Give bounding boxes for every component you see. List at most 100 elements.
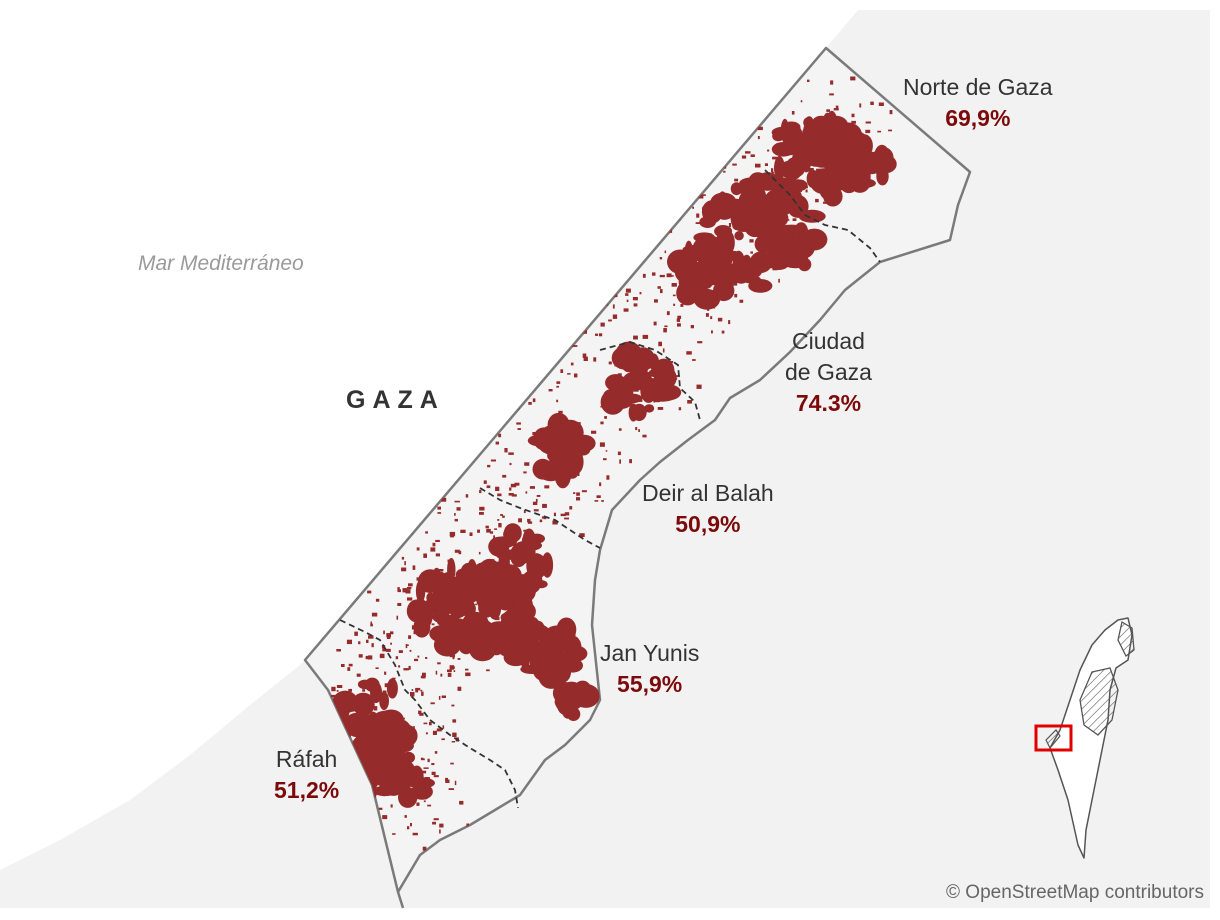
damage-speck xyxy=(492,633,496,636)
damage-speck xyxy=(878,102,884,106)
damage-speck xyxy=(532,501,538,505)
damage-speck xyxy=(578,440,581,444)
damage-speck xyxy=(578,446,584,451)
damage-speck xyxy=(477,529,480,533)
damage-speck xyxy=(368,635,374,639)
damage-speck xyxy=(529,486,535,489)
damage-speck xyxy=(502,474,507,478)
governorate-name: Deir al Balah xyxy=(642,480,774,506)
damage-speck xyxy=(424,777,430,780)
damage-speck xyxy=(724,166,727,169)
damage-speck xyxy=(616,401,619,406)
damage-cluster xyxy=(448,618,469,639)
damage-speck xyxy=(429,721,432,726)
damage-speck xyxy=(579,533,585,537)
damage-speck xyxy=(556,381,561,384)
damage-speck xyxy=(823,201,828,204)
governorate-percent: 51,2% xyxy=(274,777,340,803)
damage-speck xyxy=(533,561,536,564)
damage-speck xyxy=(626,346,632,349)
damage-speck xyxy=(494,528,497,530)
damage-speck xyxy=(397,603,402,606)
damage-speck xyxy=(835,105,839,109)
damage-speck xyxy=(532,398,536,403)
damage-speck xyxy=(618,387,624,392)
damage-speck xyxy=(378,807,383,810)
damage-speck xyxy=(757,126,763,131)
damage-speck xyxy=(447,559,452,563)
damage-speck xyxy=(423,722,428,725)
damage-speck xyxy=(697,341,703,344)
damage-cluster xyxy=(795,247,813,259)
damage-speck xyxy=(495,486,500,491)
damage-speck xyxy=(721,236,725,239)
damage-speck xyxy=(423,800,426,803)
damage-speck xyxy=(633,389,639,392)
damage-speck xyxy=(508,493,514,496)
damage-speck xyxy=(414,775,417,778)
damage-speck xyxy=(466,600,470,605)
damage-speck xyxy=(479,512,484,515)
damage-speck xyxy=(889,110,893,115)
damage-speck xyxy=(427,759,430,763)
damage-cluster xyxy=(820,183,834,200)
damage-cluster xyxy=(803,117,812,128)
damage-speck xyxy=(746,281,750,284)
damage-speck xyxy=(733,281,738,286)
damage-speck xyxy=(788,195,794,200)
damage-speck xyxy=(673,303,676,306)
damage-speck xyxy=(833,108,839,111)
damage-cluster xyxy=(357,679,372,690)
damage-speck xyxy=(431,623,435,626)
damage-speck xyxy=(574,373,578,378)
damage-speck xyxy=(472,626,476,631)
damage-speck xyxy=(574,462,578,466)
damage-speck xyxy=(497,519,500,521)
damage-speck xyxy=(423,493,427,498)
damage-speck xyxy=(761,180,763,183)
damage-speck xyxy=(598,333,603,337)
damage-speck xyxy=(512,605,515,611)
damage-speck xyxy=(487,464,491,468)
damage-speck xyxy=(408,583,413,587)
damage-speck xyxy=(422,672,426,677)
damage-speck xyxy=(717,317,723,322)
damage-speck xyxy=(434,751,438,754)
damage-speck xyxy=(535,498,538,503)
territory-label: GAZA xyxy=(346,386,445,414)
damage-speck xyxy=(803,159,807,163)
damage-speck xyxy=(708,233,712,238)
damage-speck xyxy=(718,206,724,211)
damage-speck xyxy=(664,325,668,328)
damage-speck xyxy=(564,469,568,474)
damage-speck xyxy=(396,615,399,620)
damage-speck xyxy=(745,151,751,154)
damage-speck xyxy=(778,278,780,283)
damage-speck xyxy=(711,330,713,334)
damage-speck xyxy=(560,513,566,517)
damage-speck xyxy=(489,643,494,648)
damage-speck xyxy=(518,518,522,523)
damage-speck xyxy=(425,604,430,608)
damage-speck xyxy=(711,305,716,309)
damage-speck xyxy=(720,211,723,216)
damage-speck xyxy=(582,330,587,334)
damage-speck xyxy=(438,569,444,572)
governorate-name: Jan Yunis xyxy=(600,640,700,666)
damage-speck xyxy=(800,100,803,103)
damage-cluster xyxy=(706,258,725,278)
damage-cluster xyxy=(385,718,412,745)
damage-speck xyxy=(454,549,460,553)
damage-speck xyxy=(450,535,454,538)
damage-cluster xyxy=(734,231,744,241)
damage-speck xyxy=(448,788,454,790)
damage-speck xyxy=(398,650,403,653)
damage-cluster xyxy=(744,214,756,226)
damage-speck xyxy=(424,620,430,624)
damage-speck xyxy=(766,216,770,221)
damage-speck xyxy=(447,672,452,677)
damage-speck xyxy=(698,195,704,199)
damage-speck xyxy=(680,287,684,292)
damage-speck xyxy=(833,156,837,161)
